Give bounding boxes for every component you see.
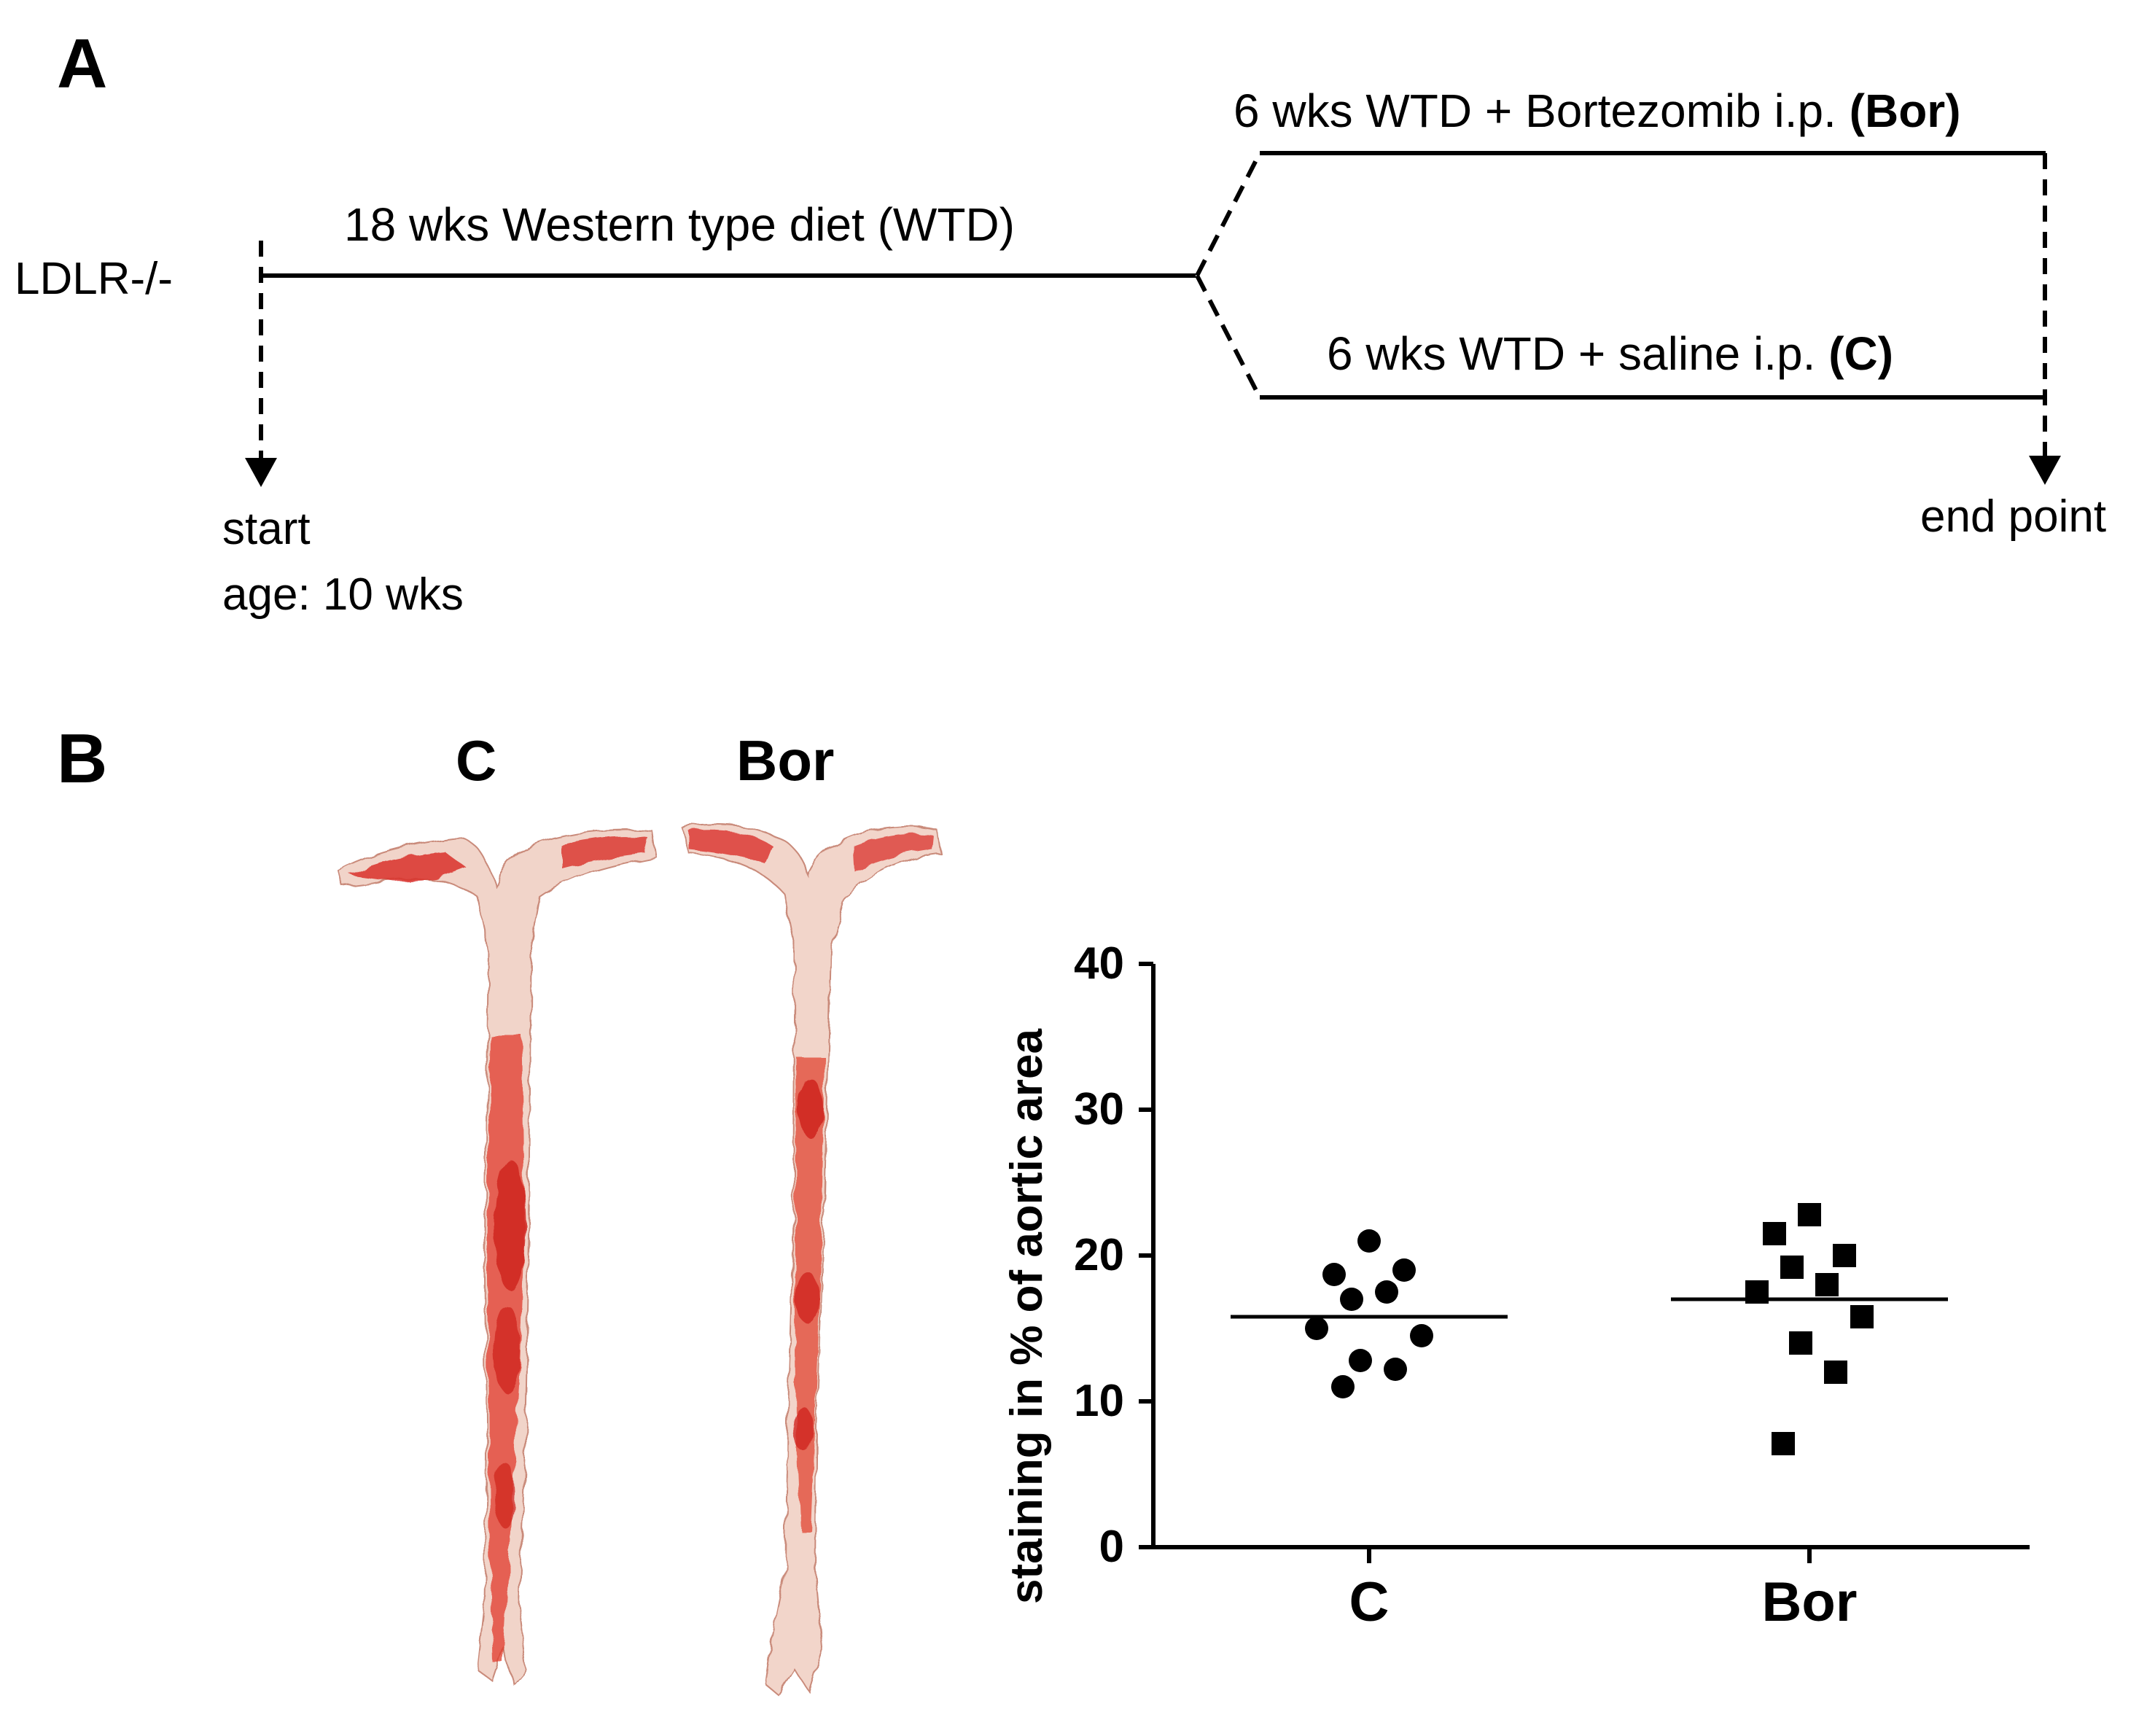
aorta-c-photo [338,829,658,1686]
start-arrow-head [245,458,277,487]
data-point-bor [1780,1256,1804,1279]
aorta-c-header: C [456,728,497,793]
data-point-bor [1763,1222,1786,1245]
data-point-c [1392,1258,1416,1282]
c-arm-label: 6 wks WTD + saline i.p. (C) [1327,330,1893,377]
bor-arm-label: 6 wks WTD + Bortezomib i.p. (Bor) [1234,87,1961,134]
data-point-c [1357,1229,1381,1253]
c-arm-tag: (C) [1828,327,1894,380]
start-age-label: age: 10 wks [222,569,464,620]
y-tick-label: 40 [1074,938,1124,989]
data-point-bor [1833,1244,1856,1267]
data-point-bor [1850,1305,1874,1328]
data-point-c [1384,1358,1407,1381]
aorta-bor-header: Bor [736,728,835,793]
data-point-bor [1789,1331,1812,1355]
end-point-label: end point [1920,491,2107,542]
x-tick-label: Bor [1761,1571,1858,1633]
data-point-c [1410,1324,1433,1347]
bor-arm-text: 6 wks WTD + Bortezomib i.p. [1234,85,1850,137]
branch-down-dash [1195,274,1262,399]
diet-phase-label: 18 wks Western type diet (WTD) [344,198,1015,251]
start-label: start [222,504,311,554]
data-point-c [1305,1317,1328,1340]
data-point-c [1375,1280,1398,1304]
data-point-c [1349,1349,1372,1372]
y-tick-label: 20 [1074,1230,1124,1280]
end-arrow-head [2029,456,2061,485]
branch-up-dash [1195,152,1262,277]
panel-a-label: A [57,25,108,103]
data-point-c [1331,1375,1355,1398]
aorta-bor-photo [680,824,942,1697]
x-tick-label: C [1349,1571,1390,1633]
y-tick-label: 30 [1074,1084,1124,1134]
data-point-bor [1815,1273,1839,1296]
y-tick-label: 10 [1074,1376,1124,1426]
data-point-c [1340,1288,1363,1311]
strain-label: LDLR-/- [15,254,174,304]
data-point-bor [1798,1203,1821,1226]
c-arm-text: 6 wks WTD + saline i.p. [1327,327,1829,380]
bor-arm-tag: (Bor) [1849,85,1961,137]
data-point-bor [1824,1361,1847,1384]
timeline-diagram [245,151,2061,487]
y-tick-label: 0 [1099,1522,1124,1572]
panel-b-label: B [57,720,108,798]
data-point-bor [1772,1432,1795,1455]
data-point-c [1322,1263,1346,1286]
